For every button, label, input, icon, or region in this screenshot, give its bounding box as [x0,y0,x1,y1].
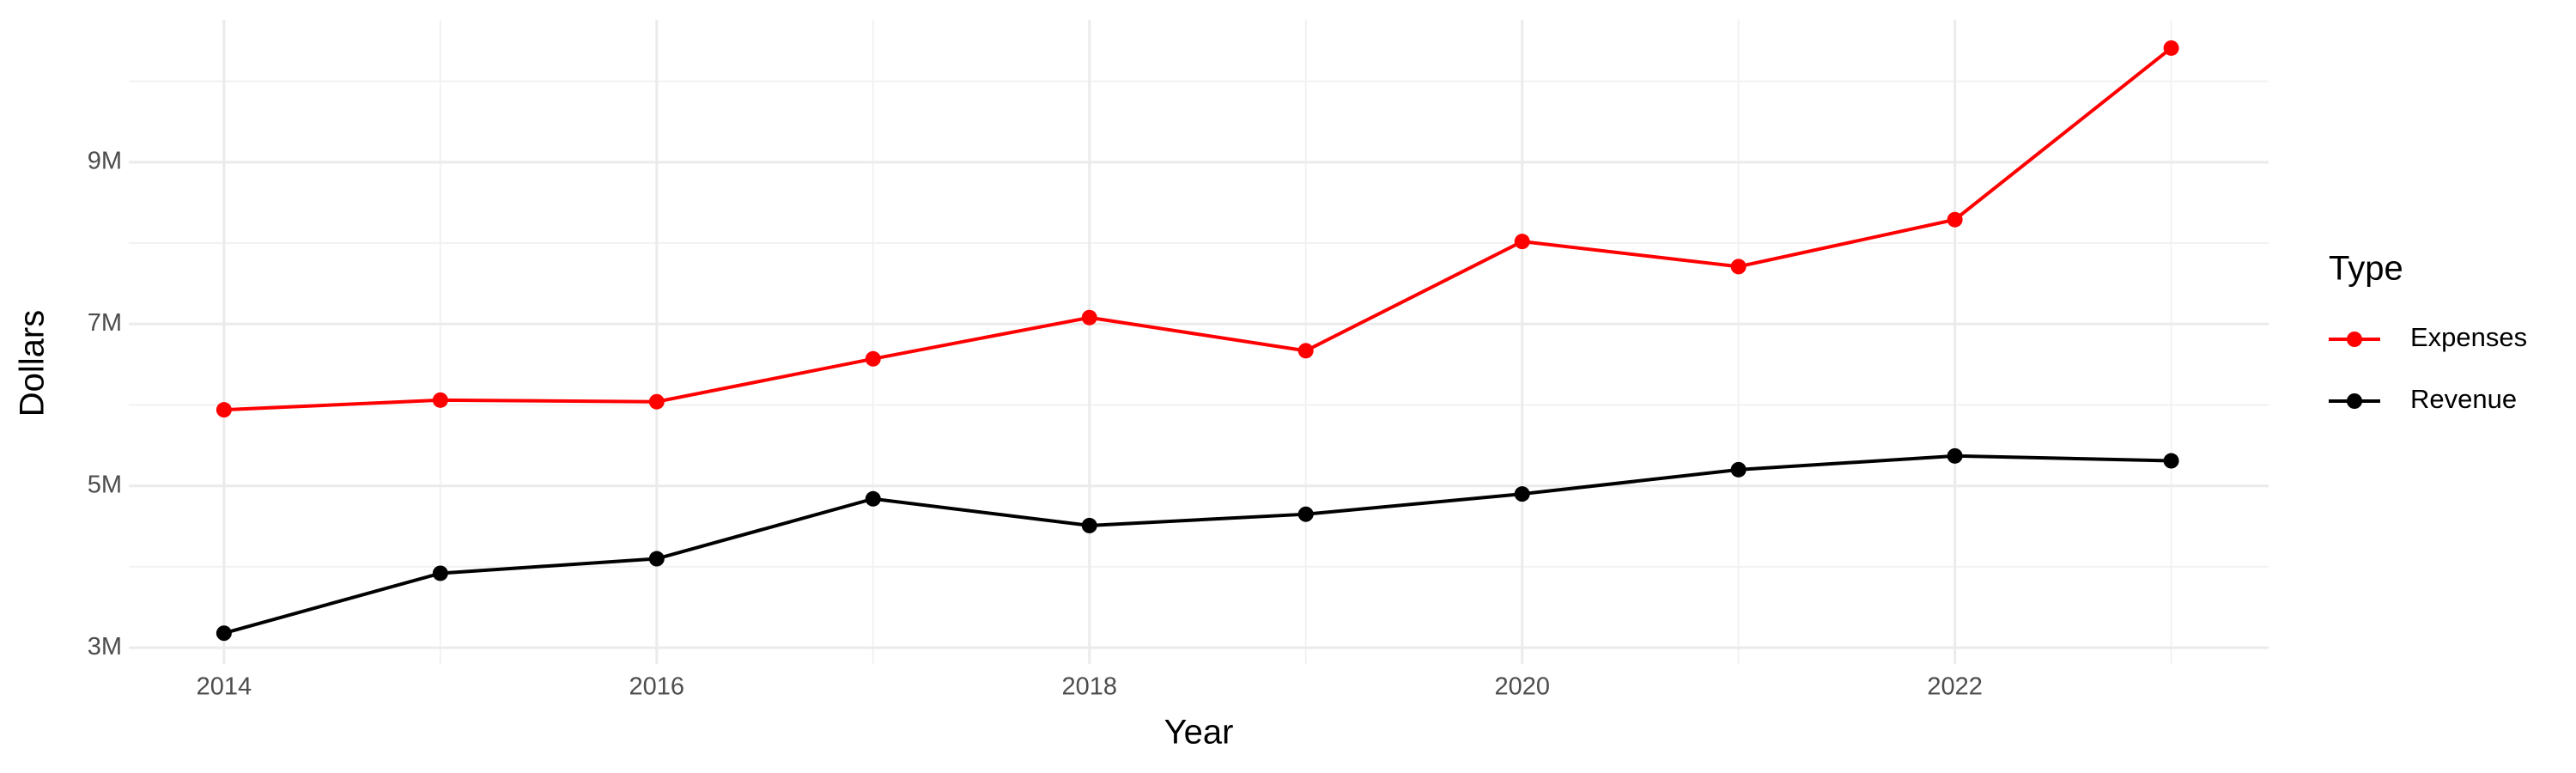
x-tick-label: 2020 [1494,673,1550,701]
legend-title: Type [2329,250,2403,288]
legend-label: Expenses [2410,322,2527,352]
data-point [1947,447,1963,464]
data-point [2163,453,2179,469]
data-point [1947,211,1963,228]
data-point [1514,486,1530,502]
data-point [865,490,881,507]
data-point [1514,234,1530,250]
data-point [1081,309,1097,326]
legend-key-point [2347,393,2362,409]
legend-label: Revenue [2410,384,2517,414]
y-tick-label: 9M [88,147,122,174]
y-tick-label: 5M [88,471,122,498]
data-point [1297,343,1314,359]
data-point [432,565,448,581]
x-axis-title: Year [1164,714,1234,752]
x-tick-label: 2022 [1927,673,1983,701]
x-tick-label: 2014 [197,673,252,701]
data-point [648,393,665,410]
data-point [216,402,232,418]
x-tick-label: 2018 [1061,673,1117,701]
data-point [1297,506,1314,522]
data-point [2163,40,2179,56]
data-point [648,551,665,567]
data-point [1081,517,1097,533]
series-line [223,453,2172,636]
data-point [216,625,232,642]
y-tick-label: 7M [88,309,122,337]
legend-key-point [2347,332,2362,347]
data-point [1730,259,1747,275]
series-line [223,46,2172,412]
y-axis-title: Dollars [14,310,52,417]
x-tick-label: 2016 [629,673,685,701]
data-point [1730,461,1747,478]
y-tick-label: 3M [88,633,122,660]
data-point [432,392,448,408]
data-point [865,350,881,367]
